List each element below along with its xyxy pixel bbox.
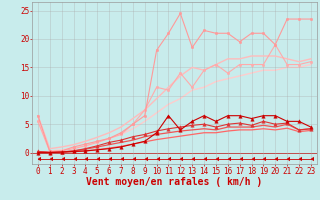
X-axis label: Vent moyen/en rafales ( km/h ): Vent moyen/en rafales ( km/h ) xyxy=(86,177,262,187)
